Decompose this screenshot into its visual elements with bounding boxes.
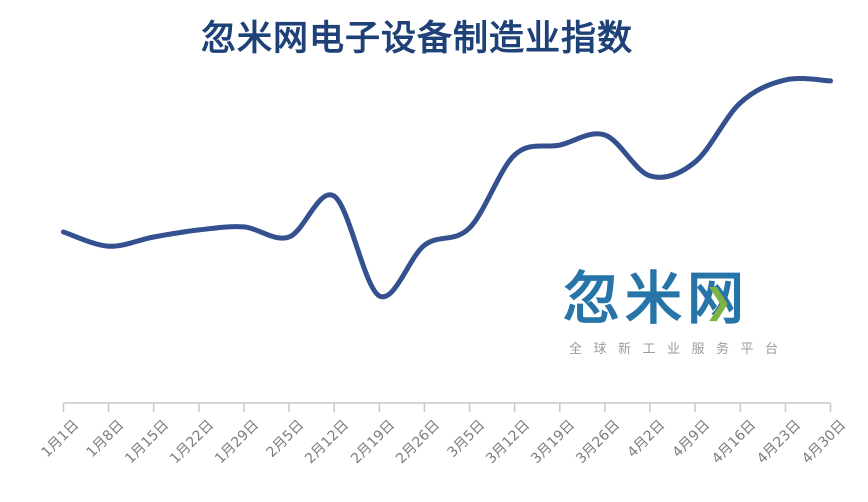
index-line-series xyxy=(61,75,833,300)
humi-logo-text: 忽米网 xyxy=(563,266,749,332)
humi-logo-watermark: 忽米网 ❯ 全球新工业服务平台 xyxy=(563,268,793,357)
humi-logo-subtitle: 全球新工业服务平台 xyxy=(569,341,790,357)
x-axis xyxy=(62,402,832,412)
chart-title: 忽米网电子设备制造业指数 xyxy=(200,19,633,59)
